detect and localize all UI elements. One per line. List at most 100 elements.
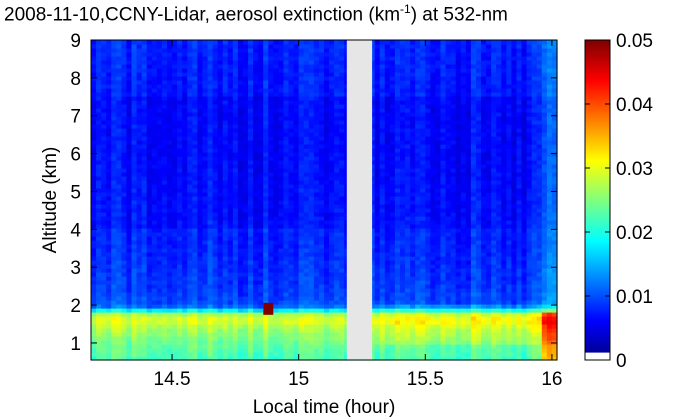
heatmap-cell	[237, 244, 244, 249]
heatmap-cell	[313, 244, 320, 249]
heatmap-cell	[369, 284, 376, 289]
heatmap-cell	[192, 200, 198, 205]
heatmap-cell	[339, 336, 345, 341]
heatmap-cell	[96, 72, 102, 77]
heatmap-cell	[237, 152, 244, 157]
heatmap-cell	[116, 240, 122, 245]
heatmap-cell	[182, 164, 188, 169]
heatmap-cell	[202, 336, 209, 341]
heatmap-cell	[146, 56, 153, 61]
heatmap-cell	[379, 160, 386, 165]
heatmap-cell	[126, 52, 133, 57]
heatmap-cell	[339, 72, 345, 77]
heatmap-cell	[334, 236, 340, 241]
heatmap-cell	[318, 296, 325, 301]
heatmap-cell	[156, 248, 163, 253]
heatmap-cell	[394, 208, 401, 213]
heatmap-cell	[146, 124, 153, 129]
heatmap-cell	[298, 120, 305, 125]
heatmap-cell	[172, 268, 178, 273]
heatmap-cell	[116, 208, 122, 213]
heatmap-cell	[273, 136, 280, 141]
heatmap-cell	[207, 200, 214, 205]
heatmap-cell	[313, 72, 320, 77]
heatmap-cell	[324, 116, 330, 121]
heatmap-cell	[227, 124, 234, 129]
heatmap-cell	[161, 40, 168, 45]
heatmap-cell	[136, 180, 143, 185]
heatmap-cell	[116, 236, 122, 241]
heatmap-cell	[237, 208, 244, 213]
heatmap-cell	[399, 208, 406, 213]
heatmap-cell	[278, 92, 285, 97]
heatmap-cell	[187, 152, 193, 157]
heatmap-cell	[217, 56, 224, 61]
heatmap-cell	[166, 252, 173, 257]
heatmap-cell	[298, 48, 305, 53]
heatmap-cell	[207, 296, 214, 301]
heatmap-cell	[308, 200, 315, 205]
heatmap-cell	[202, 60, 209, 65]
heatmap-cell	[131, 112, 138, 117]
heatmap-cell	[227, 224, 234, 229]
heatmap-cell	[298, 316, 305, 321]
heatmap-cell	[394, 348, 401, 353]
heatmap-cell	[384, 220, 391, 225]
heatmap-cell	[161, 352, 168, 357]
heatmap-cell	[384, 172, 391, 177]
heatmap-cell	[308, 196, 315, 201]
heatmap-cell	[101, 44, 107, 49]
heatmap-cell	[121, 108, 128, 113]
heatmap-cell	[324, 80, 330, 85]
heatmap-cell	[166, 228, 173, 233]
heatmap-cell	[116, 332, 122, 337]
heatmap-cell	[268, 48, 274, 53]
heatmap-cell	[101, 280, 107, 285]
heatmap-cell	[197, 304, 204, 309]
heatmap-cell	[263, 200, 269, 205]
heatmap-cell	[222, 308, 229, 313]
heatmap-cell	[96, 60, 102, 65]
heatmap-cell	[212, 304, 219, 309]
heatmap-cell	[111, 260, 117, 265]
heatmap-cell	[126, 336, 133, 341]
heatmap-cell	[126, 136, 133, 141]
heatmap-cell	[187, 216, 193, 221]
heatmap-cell	[131, 332, 138, 337]
heatmap-cell	[242, 196, 249, 201]
heatmap-cell	[197, 68, 204, 73]
heatmap-cell	[156, 76, 163, 81]
heatmap-cell	[217, 264, 224, 269]
heatmap-cell	[217, 284, 224, 289]
heatmap-cell	[253, 132, 259, 137]
heatmap-cell	[96, 148, 102, 153]
heatmap-cell	[339, 184, 345, 189]
heatmap-cell	[384, 308, 391, 313]
heatmap-cell	[258, 204, 264, 209]
heatmap-cell	[394, 292, 401, 297]
heatmap-cell	[111, 164, 117, 169]
heatmap-cell	[384, 352, 391, 357]
heatmap-cell	[339, 108, 345, 113]
heatmap-cell	[293, 280, 300, 285]
heatmap-cell	[379, 260, 386, 265]
heatmap-cell	[263, 232, 269, 237]
heatmap-cell	[324, 280, 330, 285]
heatmap-cell	[313, 148, 320, 153]
heatmap-cell	[136, 212, 143, 217]
heatmap-cell	[172, 304, 178, 309]
heatmap-cell	[232, 296, 239, 301]
heatmap-cell	[136, 112, 143, 117]
heatmap-cell	[217, 160, 224, 165]
heatmap-cell	[146, 160, 153, 165]
heatmap-cell	[313, 300, 320, 305]
heatmap-cell	[242, 124, 249, 129]
heatmap-cell	[258, 220, 264, 225]
heatmap-cell	[253, 264, 259, 269]
heatmap-cell	[172, 320, 178, 325]
heatmap-cell	[263, 160, 269, 165]
heatmap-cell	[389, 316, 396, 321]
heatmap-cell	[187, 148, 193, 153]
heatmap-cell	[324, 168, 330, 173]
heatmap-cell	[202, 344, 209, 349]
